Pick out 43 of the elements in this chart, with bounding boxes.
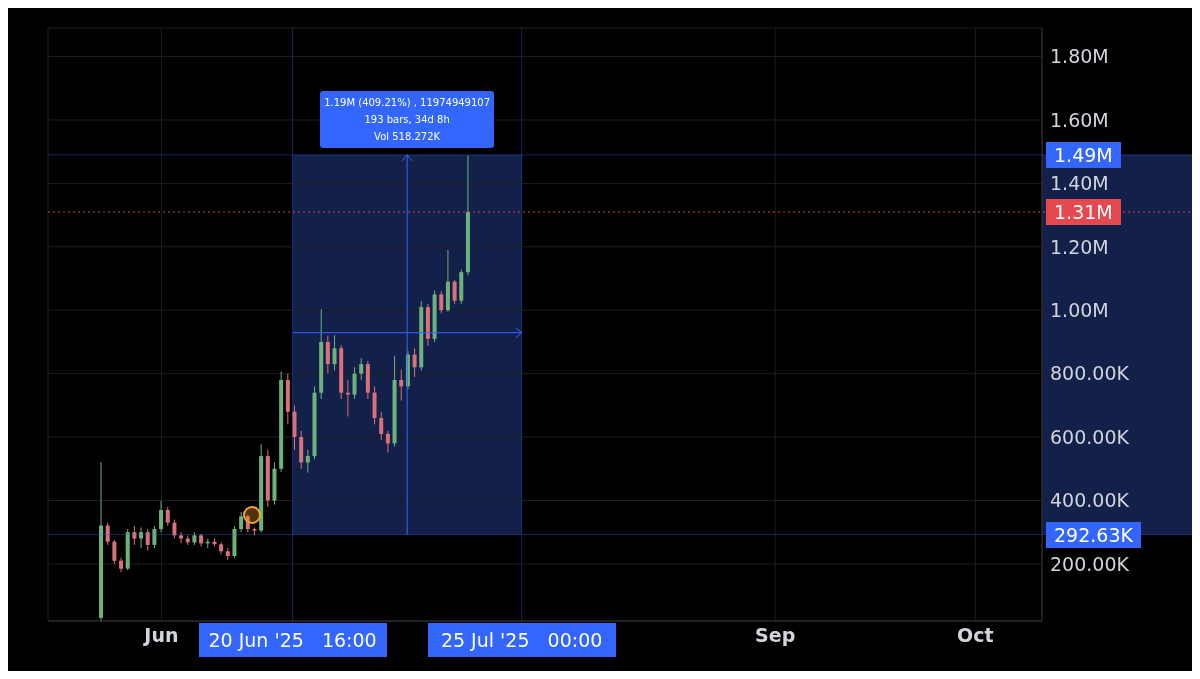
- x-tick-label: Sep: [755, 624, 796, 647]
- candlestick: [165, 506, 170, 527]
- candlestick: [105, 522, 110, 546]
- x-tick-label: Jun: [142, 624, 179, 647]
- ref-line-label: 25 Jul '25 00:00: [427, 623, 616, 657]
- y-tick-label: 400.00K: [1050, 489, 1130, 512]
- candlestick: [325, 335, 330, 375]
- ref-line-label: 1.31M: [1046, 198, 1121, 225]
- annotation: Vol 518.272K: [373, 129, 442, 144]
- y-tick-label: 200.00K: [1050, 552, 1130, 575]
- y-tick-label: 600.00K: [1050, 425, 1130, 448]
- y-tick-label: 1.60M: [1050, 108, 1109, 131]
- candlestick: [385, 430, 390, 454]
- y-tick-label: 1.40M: [1050, 172, 1109, 195]
- candlestick: [172, 519, 177, 540]
- ref-line-label: 1.49M: [1046, 141, 1121, 168]
- annotation: 193 bars, 34d 8h: [363, 112, 451, 127]
- candlestick: [452, 279, 457, 305]
- candlestick: [179, 531, 184, 544]
- y-tick-label: 1.20M: [1050, 235, 1109, 258]
- candlestick: [239, 511, 244, 533]
- candlestick: [132, 525, 137, 546]
- candlestick: [359, 357, 364, 381]
- candlestick: [345, 379, 350, 417]
- ref-line-label: 20 Jun '25 16:00: [198, 623, 387, 657]
- x-tick-label: Oct: [957, 624, 994, 647]
- candlestick: [159, 500, 164, 533]
- candlestick: [379, 411, 384, 441]
- candlestick: [305, 449, 310, 474]
- y-tick-label: 1.80M: [1050, 45, 1109, 68]
- ref-line-label: 292.63K: [1046, 521, 1141, 548]
- y-tick-label: 800.00K: [1050, 362, 1130, 385]
- y-tick-label: 1.00M: [1050, 298, 1109, 321]
- candlestick: [332, 334, 337, 371]
- candlestick: [139, 526, 144, 549]
- candlestick: [412, 347, 417, 378]
- candlestick: [352, 366, 357, 400]
- candlestick: [145, 528, 150, 552]
- candlestick: [112, 539, 117, 565]
- candlestick: [399, 369, 404, 402]
- candlestick: [439, 290, 444, 314]
- candlestick: [152, 525, 157, 549]
- annotation: 1.19M (409.21%) , 11974949107: [323, 95, 492, 110]
